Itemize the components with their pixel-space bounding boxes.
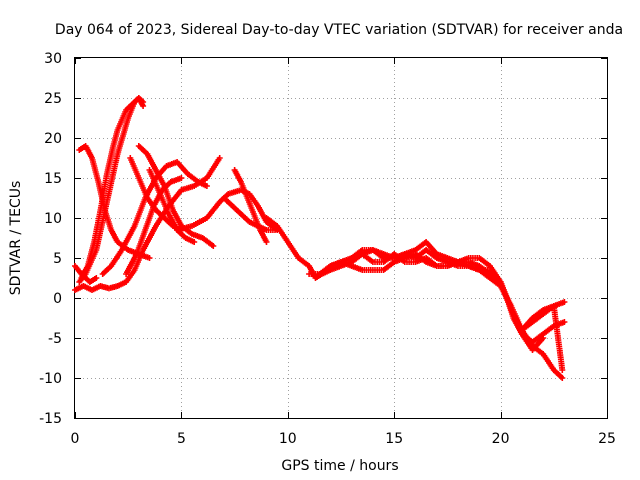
y-tick-label: -15 [39, 411, 62, 427]
series-markers [146, 167, 198, 245]
series-trace-18 [518, 303, 566, 373]
series-trace-14 [263, 215, 566, 381]
series-markers [72, 263, 100, 285]
series-trace-8 [146, 167, 198, 245]
series-markers [135, 143, 217, 249]
x-tick-label: 15 [385, 431, 403, 447]
series-markers [174, 187, 281, 233]
x-tick-label: 10 [279, 431, 297, 447]
series-trace-11 [174, 187, 281, 233]
series-trace-13 [221, 195, 278, 233]
series-markers [78, 95, 147, 281]
series-markers [263, 215, 566, 381]
series-markers [123, 175, 185, 277]
tick-labels: 0 5 10 15 20 25 -15 -10 -5 0 5 10 15 20 25 30 [39, 51, 616, 447]
x-axis-title: GPS time / hours [281, 458, 398, 474]
x-tick-label: 5 [177, 431, 186, 447]
series-trace-6 [135, 143, 217, 249]
y-tick-label: -5 [48, 331, 62, 347]
series-trace-5 [99, 159, 210, 277]
y-tick-label: 10 [44, 211, 62, 227]
y-tick-label: 30 [44, 51, 62, 67]
series-trace-9 [123, 175, 185, 277]
series-trace-17 [348, 251, 547, 353]
series-markers [221, 195, 278, 233]
y-tick-label: 5 [53, 251, 62, 267]
grid [75, 58, 607, 418]
x-tick-label: 0 [71, 431, 80, 447]
x-tick-label: 25 [598, 431, 616, 447]
y-tick-label: 15 [44, 171, 62, 187]
x-tick-label: 20 [492, 431, 510, 447]
y-tick-label: 25 [44, 91, 62, 107]
series-group [72, 95, 568, 381]
y-tick-label: 20 [44, 131, 62, 147]
series-trace-2 [78, 95, 147, 281]
plot-frame [74, 57, 608, 419]
y-axis-title: SDTVAR / TECUs [8, 181, 24, 296]
series-trace-10 [72, 263, 100, 285]
axis-ticks [75, 58, 608, 419]
y-tick-label: -10 [39, 371, 62, 387]
series-markers [518, 303, 566, 373]
y-tick-label: 0 [53, 291, 62, 307]
series-markers [99, 159, 210, 277]
chart-title: Day 064 of 2023, Sidereal Day-to-day VTE… [55, 22, 623, 38]
series-markers [348, 251, 547, 353]
